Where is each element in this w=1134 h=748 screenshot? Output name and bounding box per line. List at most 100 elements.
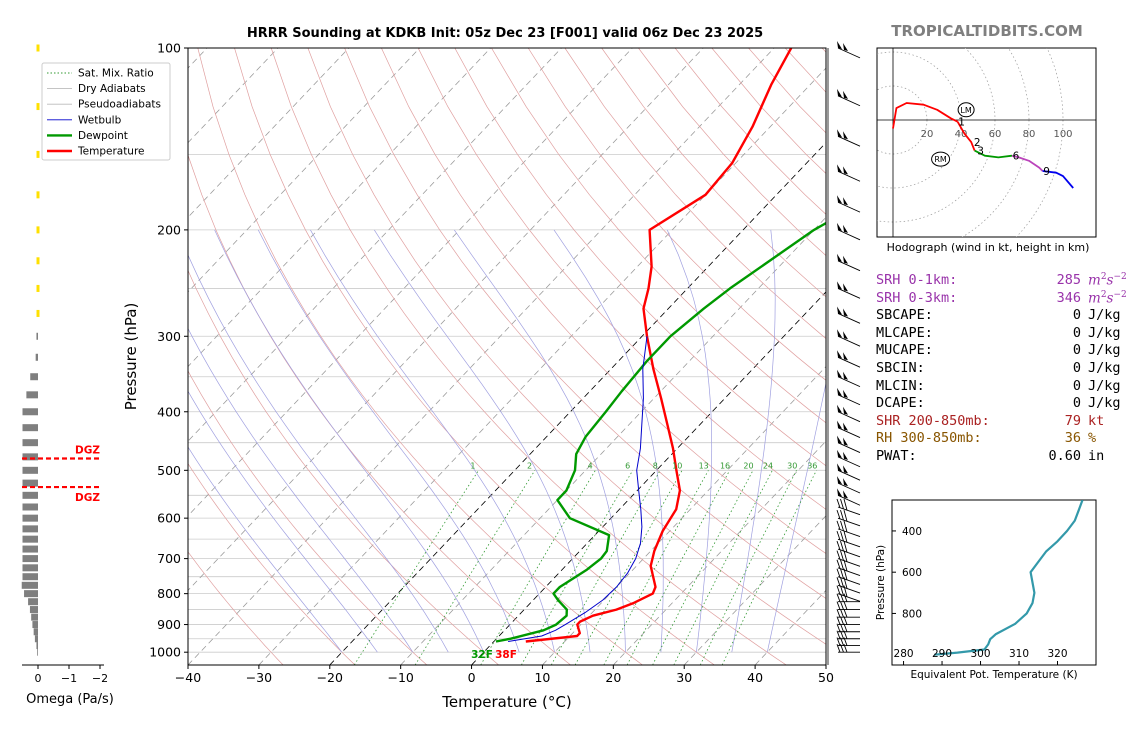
wind-barb [837,164,861,182]
omega-bar [22,439,38,447]
mixing-ratio-label: 20 [743,461,753,470]
mixing-ratio-line [652,470,754,665]
legend-entry: Pseudoadiabats [78,99,161,111]
hodograph-plot: 20 40 60 80 100 123 6 9 LM RM [877,48,1096,237]
legend-entry: Temperature [77,146,145,158]
wind-barb [836,609,860,618]
mixing-ratio-line [550,470,661,665]
theta-e-x-tick-label: 300 [971,648,991,660]
pseudoadiabat [731,229,776,653]
omega-bar [24,590,38,598]
wind-barb [837,281,861,299]
omega-bar [22,535,38,543]
isotherm-line [188,48,775,665]
mixing-ratio-line [673,470,773,665]
mixing-ratio-line [521,470,634,665]
omega-bar [36,309,40,317]
stat-unit: J/kg [1088,395,1121,412]
omega-x-tick-label: −1 [61,672,77,685]
skew-t-plot-area [188,48,826,665]
left-mover-label: LM [960,106,971,115]
hodograph-ring-label: 60 [989,129,1002,140]
pseudoadiabat [766,381,826,653]
isotherm-zero-line [471,291,826,665]
mixing-ratio-line [353,470,479,665]
wind-barb [837,476,861,494]
hodograph-ring-label: 40 [955,129,968,140]
mixing-ratio-label: 36 [807,461,817,470]
hodograph-height-label: 1 [958,117,965,129]
omega-x-tick-label: −2 [92,672,108,685]
hodograph-height-label: 3 [977,146,984,158]
wind-barb [836,520,861,537]
stat-value: 0 [1072,307,1081,324]
pseudoadiabat [188,446,343,653]
pseudoadiabat [188,390,378,653]
wind-barb [837,488,861,506]
dry-adiabat [234,48,715,665]
wind-barb [837,129,861,147]
mixing-ratio-label: 10 [672,461,682,470]
wind-barb [836,601,860,611]
wind-barb [836,585,861,602]
hodograph-caption: Hodograph (wind in kt, height in km) [886,241,1090,254]
mixing-ratio-label: 6 [625,461,630,470]
x-tick-label: 10 [534,670,550,685]
dry-adiabat [188,370,428,665]
x-tick-label: −10 [387,670,413,685]
mixing-ratio-label: 4 [588,461,593,470]
x-tick-label: 0 [468,670,476,685]
wind-barb [836,568,861,585]
legend-box [41,62,171,161]
omega-bar [22,564,38,572]
dry-adiabat [197,48,643,665]
wetbulb-profile [508,336,648,642]
mixing-ratio-label: 13 [699,461,709,470]
dewpoint-profile [495,221,826,643]
omega-bar [34,635,38,643]
omega-bar [22,491,38,499]
omega-bar [33,628,38,636]
omega-bar [22,525,38,533]
stat-unit: m2s−2 [1088,289,1127,307]
dry-adiabat [454,48,826,467]
mixing-ratio-label: 16 [720,461,730,470]
dry-adiabat [188,551,284,665]
omega-bar [32,621,38,629]
left-mover-marker [957,102,975,118]
dry-adiabat [564,48,826,339]
theta-e-profile [934,500,1084,656]
stat-label: SBCIN: [876,360,925,376]
right-mover-marker [931,151,951,167]
omega-bar [21,581,38,589]
omega-bar [37,648,38,656]
omega-bar [36,642,38,650]
hodograph-height-label: 6 [1013,151,1020,163]
stat-unit: J/kg [1088,377,1121,394]
wind-barb [837,253,861,272]
omega-bar [28,598,38,606]
x-tick-label: 40 [747,670,763,685]
wind-barb [836,616,860,626]
legend-entry: Sat. Mix. Ratio [78,68,154,80]
theta-e-x-tick-label: 280 [894,648,914,660]
pseudoadiabat [666,229,713,653]
omega-bar [22,408,38,416]
isotherm-line [188,48,491,368]
stat-label: SRH 0-1km: [876,272,958,288]
mixing-ratio-line [414,470,536,665]
theta-e-y-axis-label: Pressure (hPa) [875,545,887,620]
surface-temperature-label: 38F [495,649,517,661]
stat-value: 79 [1064,412,1081,429]
omega-bar [29,606,38,614]
mixing-ratio-label: 30 [787,461,797,470]
omega-bar [22,479,38,487]
x-tick-label: 30 [676,670,692,685]
dry-adiabat [188,154,571,665]
dry-adiabat [417,48,826,510]
wind-barb [836,510,861,527]
x-tick-label: −20 [317,670,343,685]
pseudoadiabat [310,229,555,653]
isotherm-line [258,67,826,665]
